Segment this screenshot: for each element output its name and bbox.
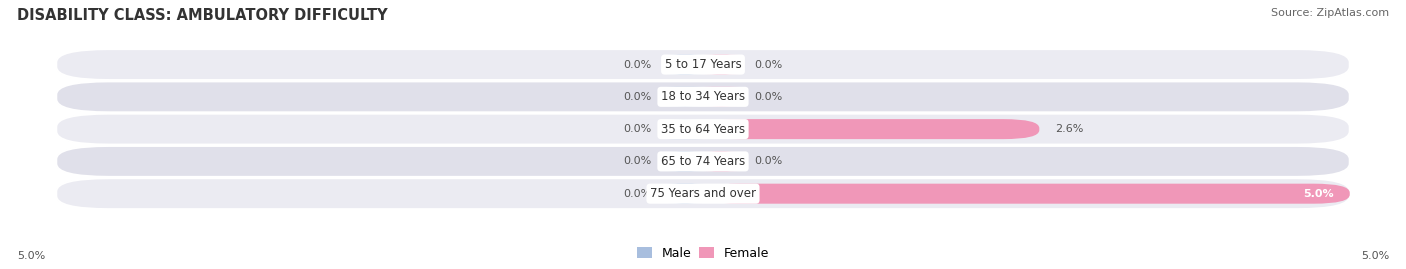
Text: 0.0%: 0.0% (623, 156, 651, 167)
FancyBboxPatch shape (666, 151, 703, 171)
Text: 5.0%: 5.0% (17, 251, 45, 261)
Text: 0.0%: 0.0% (623, 92, 651, 102)
Text: 75 Years and over: 75 Years and over (650, 187, 756, 200)
FancyBboxPatch shape (703, 87, 740, 107)
Text: 0.0%: 0.0% (623, 189, 651, 199)
Text: 35 to 64 Years: 35 to 64 Years (661, 123, 745, 136)
FancyBboxPatch shape (666, 119, 703, 139)
FancyBboxPatch shape (56, 49, 1350, 80)
FancyBboxPatch shape (666, 184, 703, 204)
Text: 0.0%: 0.0% (755, 92, 783, 102)
FancyBboxPatch shape (703, 151, 740, 171)
FancyBboxPatch shape (703, 184, 1350, 204)
Text: 2.6%: 2.6% (1054, 124, 1083, 134)
Text: Source: ZipAtlas.com: Source: ZipAtlas.com (1271, 8, 1389, 18)
Text: 5.0%: 5.0% (1361, 251, 1389, 261)
Text: 18 to 34 Years: 18 to 34 Years (661, 90, 745, 103)
FancyBboxPatch shape (56, 146, 1350, 177)
FancyBboxPatch shape (666, 87, 703, 107)
Text: DISABILITY CLASS: AMBULATORY DIFFICULTY: DISABILITY CLASS: AMBULATORY DIFFICULTY (17, 8, 388, 23)
Text: 0.0%: 0.0% (623, 124, 651, 134)
Text: 5.0%: 5.0% (1303, 189, 1334, 199)
Text: 5 to 17 Years: 5 to 17 Years (665, 58, 741, 71)
FancyBboxPatch shape (56, 114, 1350, 145)
FancyBboxPatch shape (56, 81, 1350, 112)
Text: 65 to 74 Years: 65 to 74 Years (661, 155, 745, 168)
Text: 0.0%: 0.0% (755, 156, 783, 167)
Text: 0.0%: 0.0% (755, 59, 783, 70)
Text: 0.0%: 0.0% (623, 59, 651, 70)
FancyBboxPatch shape (666, 55, 703, 75)
FancyBboxPatch shape (703, 55, 740, 75)
FancyBboxPatch shape (56, 178, 1350, 209)
FancyBboxPatch shape (703, 119, 1039, 139)
Legend: Male, Female: Male, Female (631, 242, 775, 265)
